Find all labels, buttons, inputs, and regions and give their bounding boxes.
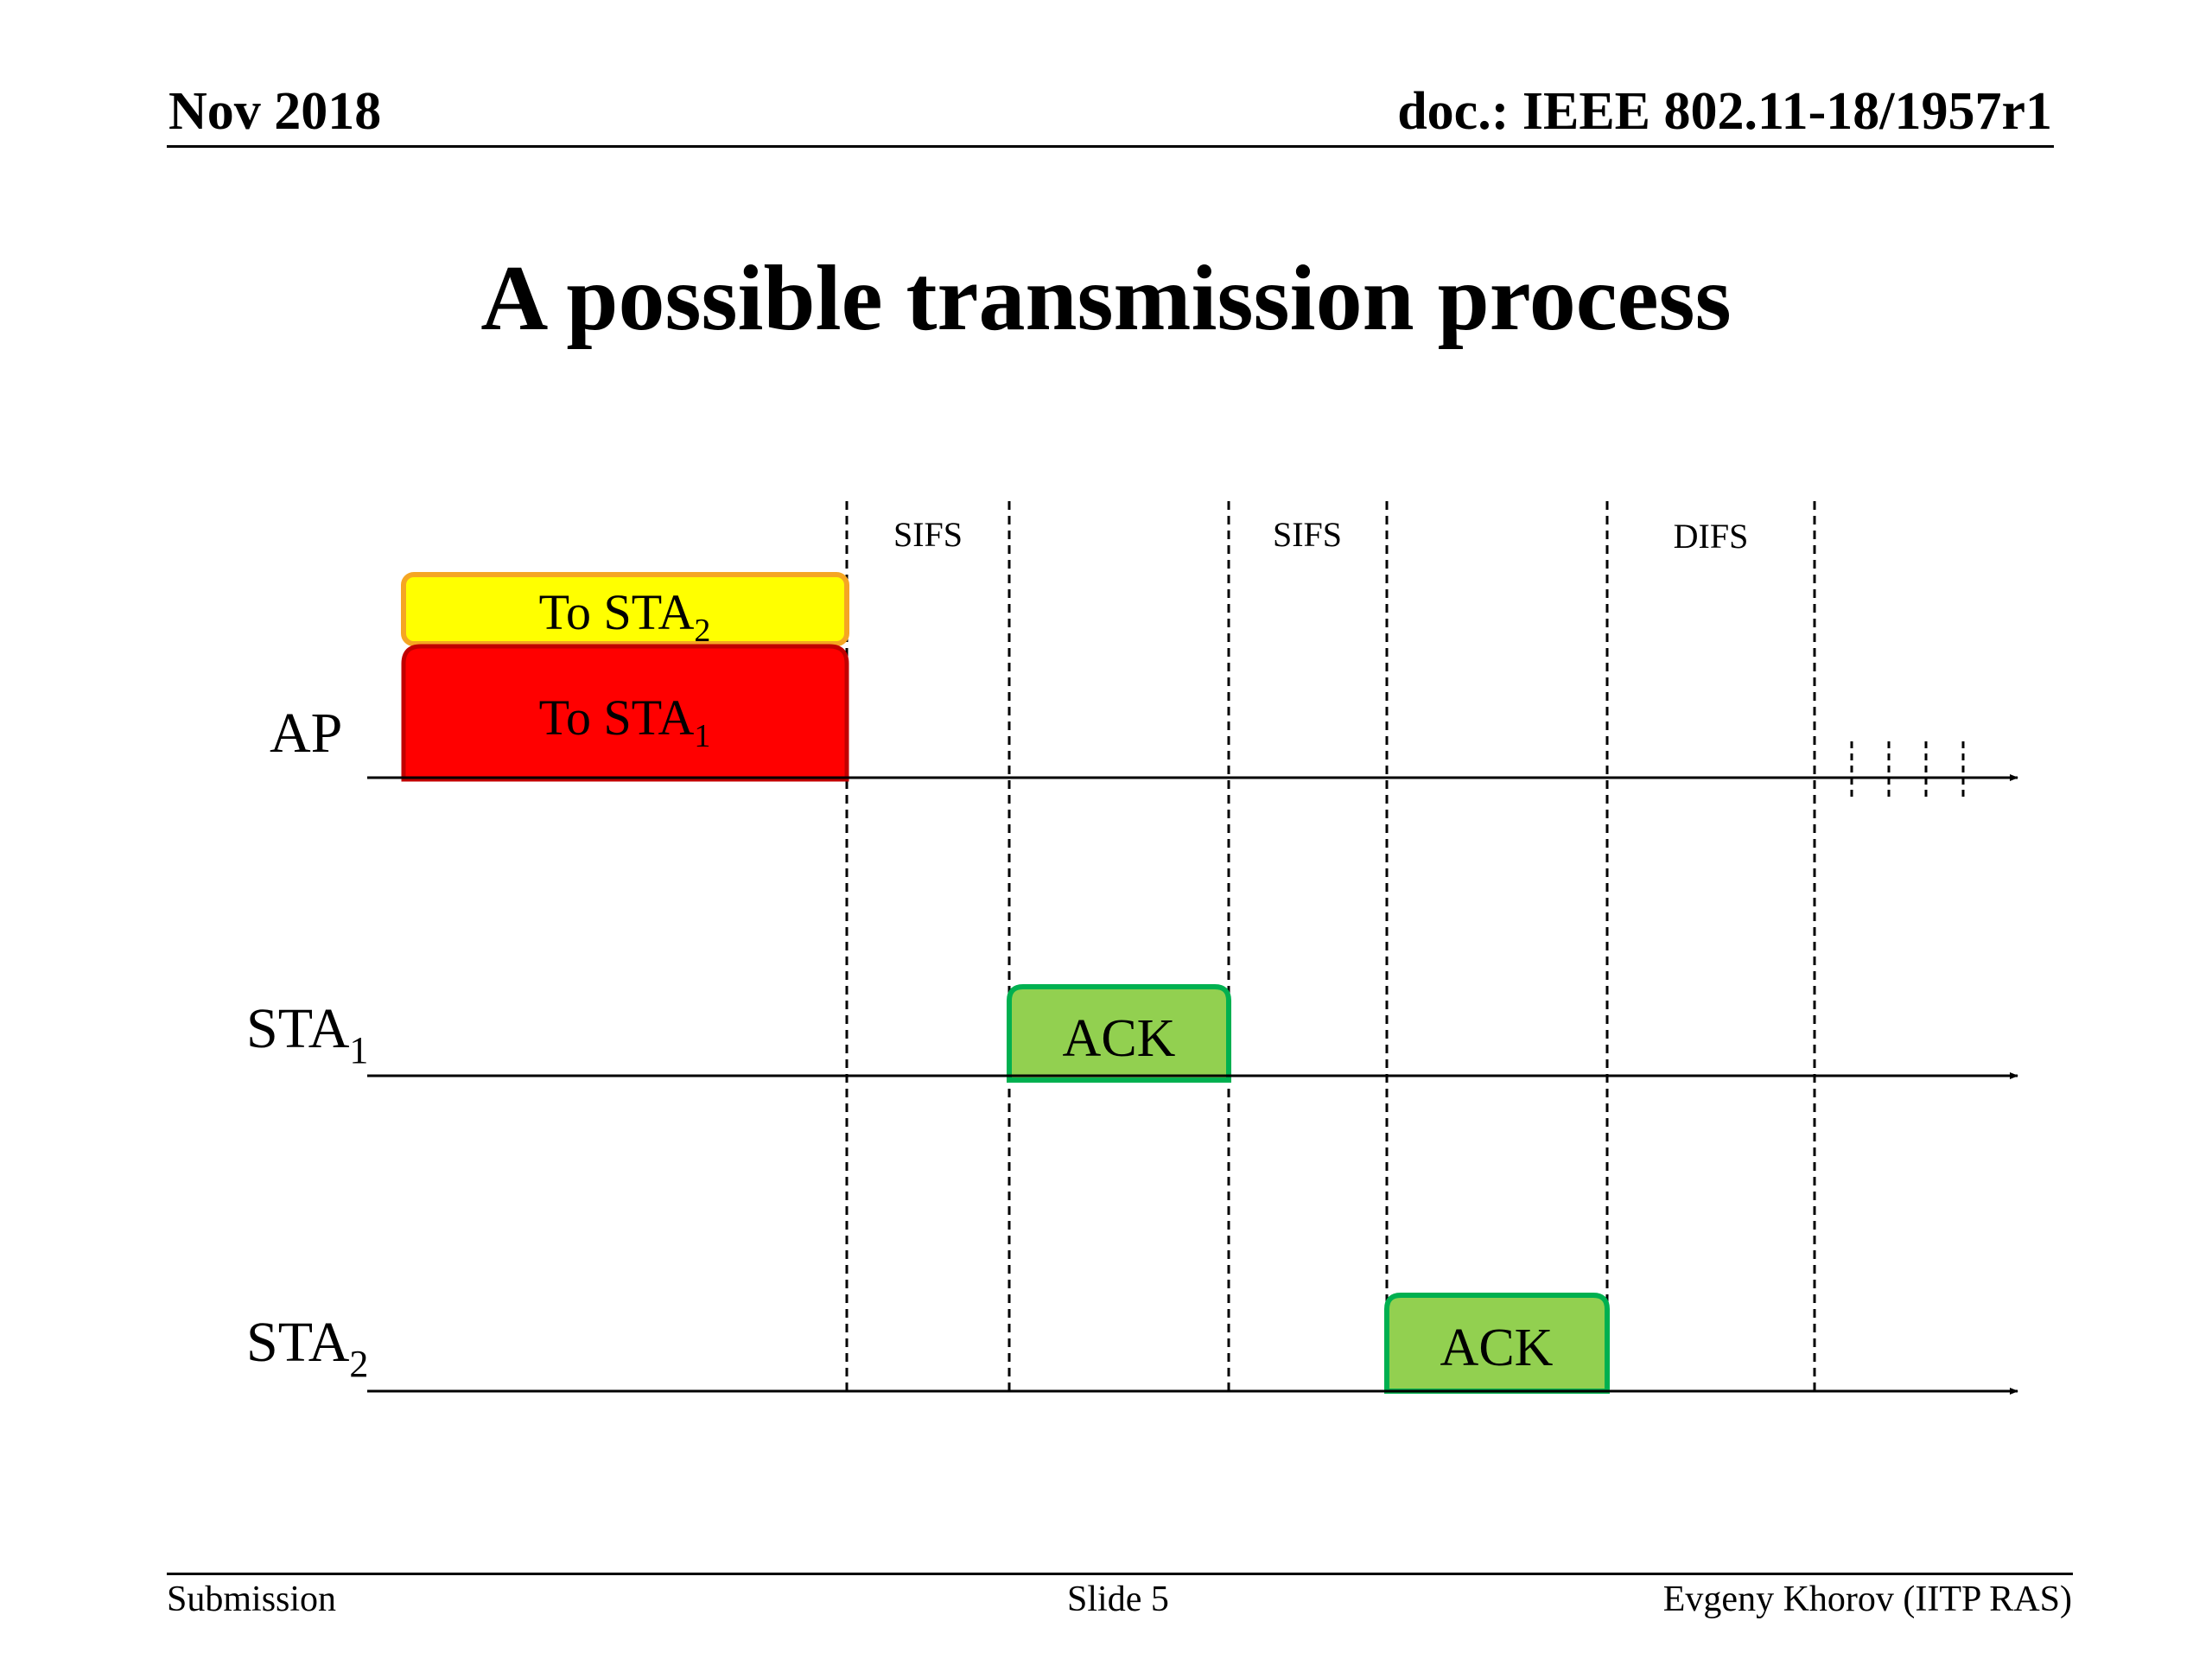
station-label-sta2-subscript: 2 (349, 1343, 368, 1385)
backoff-slot-ticks (1850, 741, 1965, 797)
interval-label-sifs: SIFS (893, 515, 963, 554)
station-label-ap: AP (270, 702, 342, 765)
frame-to-sta1-subscript: 1 (694, 718, 710, 754)
frame-to-sta1 (401, 644, 849, 782)
footer-divider (167, 1573, 2073, 1575)
footer-slide-number: Slide 5 (1067, 1580, 1169, 1619)
time-axes (367, 774, 2018, 1395)
frame-to-sta2-label: To STA2 (539, 584, 711, 649)
footer-submission: Submission (167, 1580, 337, 1619)
frame-ack-sta2-label: ACK (1440, 1319, 1554, 1377)
header-date: Nov 2018 (168, 82, 382, 141)
frame-ack-sta1 (1007, 984, 1231, 1083)
station-label-sta1: STA1 (246, 997, 368, 1071)
interval-label-sifs: SIFS (1273, 515, 1342, 554)
header-doc-id: doc.: IEEE 802.11-18/1957r1 (1397, 82, 2052, 141)
station-label-sta2: STA2 (246, 1311, 368, 1385)
slide-title: A possible transmission process (480, 247, 1732, 350)
frame-ack-sta2 (1384, 1293, 1610, 1394)
station-label-sta1-subscript: 1 (349, 1029, 368, 1071)
header-divider (167, 145, 2054, 148)
frame-ack-sta1-label: ACK (1063, 1009, 1176, 1068)
frame-to-sta1-label: To STA1 (539, 690, 711, 754)
footer-author: Evgeny Khorov (IITP RAS) (1662, 1580, 2072, 1619)
frame-to-sta2 (401, 572, 849, 646)
interval-label-difs: DIFS (1674, 517, 1749, 556)
time-boundaries (845, 501, 1816, 1391)
frame-to-sta2-subscript: 2 (694, 613, 710, 649)
